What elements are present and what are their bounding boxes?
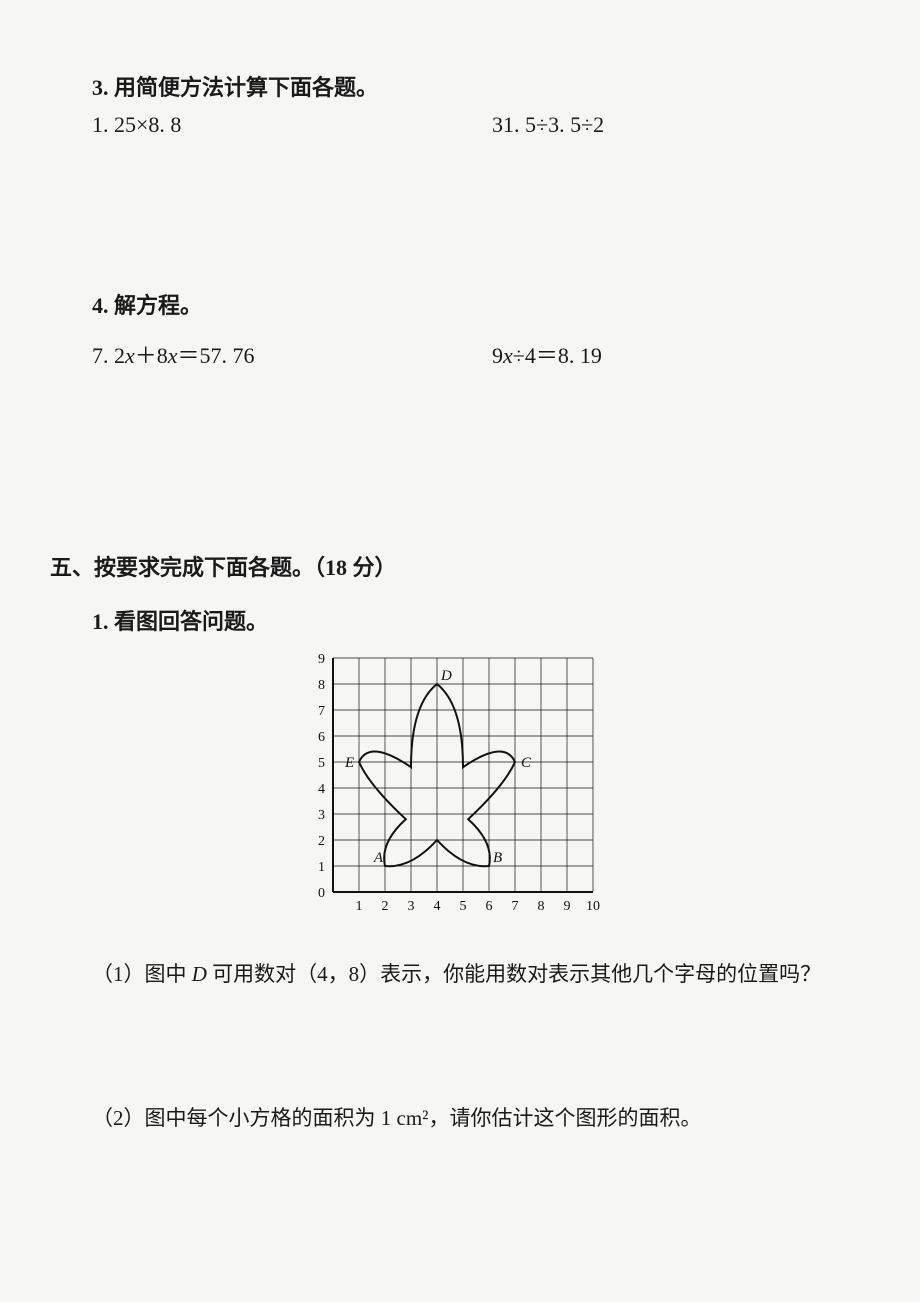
- svg-text:D: D: [440, 668, 452, 684]
- svg-text:7: 7: [318, 704, 325, 719]
- sub1-D: D: [192, 962, 207, 986]
- q4-eq-right: 9x÷4＝8. 19: [492, 338, 602, 370]
- q4r-suf: ÷4＝8. 19: [513, 343, 602, 368]
- svg-text:5: 5: [460, 899, 467, 914]
- section5-title: 五、按要求完成下面各题。（18 分）: [50, 550, 870, 582]
- spacer: [50, 370, 870, 490]
- svg-text:8: 8: [538, 899, 545, 914]
- sub-question-2: （2）图中每个小方格的面积为 1 cm²，请你估计这个图形的面积。: [92, 1102, 870, 1136]
- svg-text:2: 2: [382, 899, 389, 914]
- q4l-p1: 7. 2: [92, 343, 125, 368]
- svg-text:3: 3: [318, 808, 325, 823]
- grid-figure: 0 1 2 3 4 5 6 7 8 9 1 2 3 4 5 6 7 8 9 10 A B C D E: [295, 644, 625, 934]
- svg-text:0: 0: [318, 886, 325, 901]
- q4r-x: x: [503, 343, 513, 368]
- q4l-mid: ＋8: [135, 343, 168, 368]
- q3-expr-left: 1. 25×8. 8: [92, 112, 492, 138]
- sub1-prefix: （1）图中: [92, 962, 192, 986]
- q4-eq-left: 7. 2x＋8x＝57. 76: [92, 338, 492, 370]
- q4-row: 7. 2x＋8x＝57. 76 9x÷4＝8. 19: [92, 338, 870, 370]
- svg-text:9: 9: [564, 899, 571, 914]
- q3-title: 3. 用简便方法计算下面各题。: [92, 70, 870, 102]
- svg-text:6: 6: [318, 730, 325, 745]
- svg-text:A: A: [373, 850, 384, 866]
- page: 3. 用简便方法计算下面各题。 1. 25×8. 8 31. 5÷3. 5÷2 …: [0, 0, 920, 1302]
- svg-text:1: 1: [318, 860, 325, 875]
- svg-text:1: 1: [356, 899, 363, 914]
- q4-title: 4. 解方程。: [92, 288, 870, 320]
- svg-text:6: 6: [486, 899, 493, 914]
- q4r-p: 9: [492, 343, 503, 368]
- q3-expr-right: 31. 5÷3. 5÷2: [492, 112, 604, 138]
- q4l-x2: x: [168, 343, 178, 368]
- spacer: [50, 138, 870, 288]
- svg-text:8: 8: [318, 678, 325, 693]
- q4l-x1: x: [125, 343, 135, 368]
- svg-text:4: 4: [318, 782, 325, 797]
- q5-1-title: 1. 看图回答问题。: [92, 604, 870, 636]
- q3-row: 1. 25×8. 8 31. 5÷3. 5÷2: [92, 112, 870, 138]
- svg-text:7: 7: [512, 899, 519, 914]
- svg-text:B: B: [493, 850, 502, 866]
- sub2-text: （2）图中每个小方格的面积为 1 cm²，请你估计这个图形的面积。: [92, 1106, 701, 1130]
- sub1-rest: 可用数对（4，8）表示，你能用数对表示其他几个字母的位置吗？: [207, 962, 821, 986]
- figure-container: 0 1 2 3 4 5 6 7 8 9 1 2 3 4 5 6 7 8 9 10 A B C D E: [50, 644, 870, 934]
- svg-text:C: C: [521, 755, 532, 771]
- svg-text:2: 2: [318, 834, 325, 849]
- svg-text:3: 3: [408, 899, 415, 914]
- svg-text:9: 9: [318, 652, 325, 667]
- q4l-suf: ＝57. 76: [178, 343, 255, 368]
- svg-text:10: 10: [586, 899, 600, 914]
- svg-text:5: 5: [318, 756, 325, 771]
- svg-text:4: 4: [434, 899, 441, 914]
- svg-text:E: E: [344, 755, 354, 771]
- sub-question-1: （1）图中 D 可用数对（4，8）表示，你能用数对表示其他几个字母的位置吗？: [92, 958, 870, 992]
